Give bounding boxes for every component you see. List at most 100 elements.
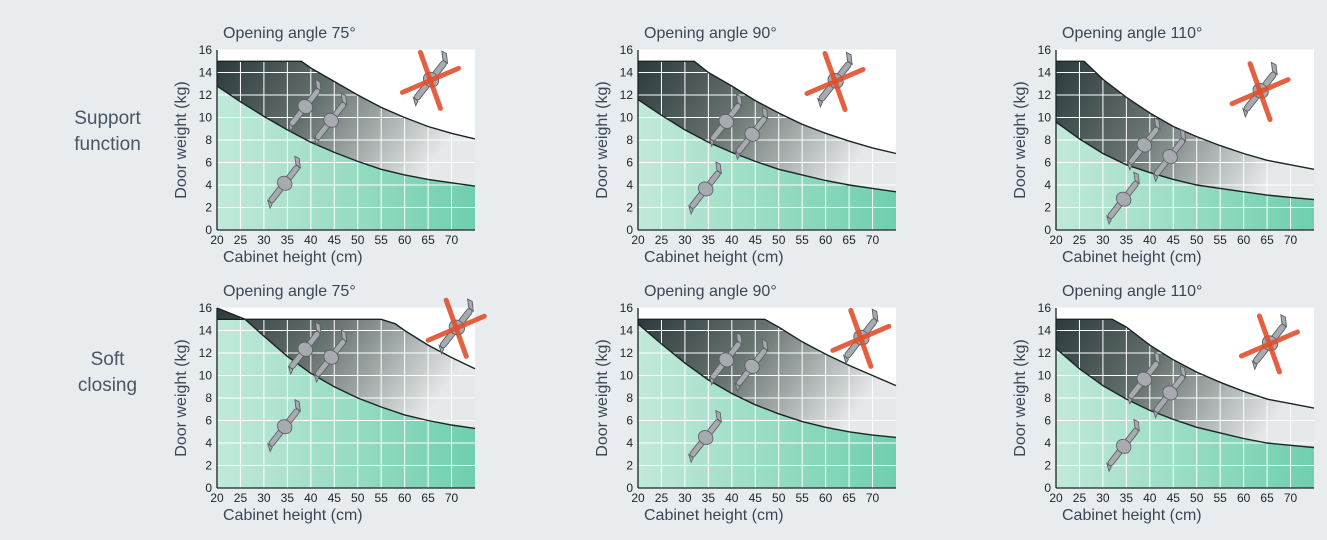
- y-tick-label: 6: [1044, 414, 1051, 428]
- chart-panel: 20 25 30 35 40 45 50 55 60 65 70 0 2 4 6 8 10 12 14 16 Openi…: [594, 283, 897, 524]
- hinge-cup: [744, 126, 760, 142]
- hinge-icon: [287, 321, 322, 376]
- hinge-cup: [718, 352, 734, 368]
- y-tick-label: 2: [626, 201, 633, 215]
- x-tick-label: 20: [1049, 491, 1063, 505]
- x-tick-label: 55: [1214, 233, 1228, 247]
- hinge-cup: [1136, 371, 1152, 387]
- hinge-tail: [1126, 160, 1133, 171]
- y-tick-label: 8: [205, 133, 212, 147]
- upper-boundary-line: [1056, 318, 1315, 409]
- y-tick-label: 0: [626, 223, 633, 237]
- hinge-tail: [688, 453, 694, 464]
- hinge-tip: [736, 332, 743, 346]
- x-tick-label: 50: [351, 233, 365, 247]
- hinge-tip: [340, 329, 348, 343]
- y-tick-label: 10: [620, 369, 634, 383]
- y-tick-label: 0: [626, 481, 633, 495]
- y-tick-label: 0: [1044, 481, 1051, 495]
- x-tick-label: 30: [257, 233, 271, 247]
- x-tick-label: 60: [1237, 233, 1251, 247]
- y-tick-label: 2: [205, 201, 212, 215]
- hinge-tail: [734, 150, 741, 161]
- cross-stroke: [822, 51, 848, 112]
- crossed-hinge-icon: [1229, 61, 1291, 123]
- lower-boundary-line: [216, 85, 476, 187]
- hinge-icon: [1126, 351, 1161, 406]
- hinge-tail: [708, 137, 715, 148]
- x-tick-label: 45: [749, 491, 763, 505]
- x-axis-label: Cabinet height (cm): [223, 507, 363, 524]
- chart-title: Opening angle 110°: [1062, 283, 1202, 300]
- y-tick-label: 4: [626, 178, 633, 192]
- y-axis-label: Door weight (kg): [173, 81, 190, 198]
- chart-title: Opening angle 90°: [644, 25, 777, 42]
- y-tick-label: 14: [620, 324, 634, 338]
- hinge-cup: [323, 349, 339, 365]
- x-tick-label: 70: [445, 491, 459, 505]
- hinge-tip: [845, 51, 853, 66]
- green-zone: [217, 86, 475, 230]
- x-tick-label: 20: [210, 491, 224, 505]
- y-tick-label: 14: [199, 324, 213, 338]
- y-tick-label: 8: [626, 391, 633, 405]
- hinge-cup: [1115, 191, 1132, 207]
- hinge-tip: [1270, 61, 1278, 76]
- chart-panel: 20 25 30 35 40 45 50 55 60 65 70 0 2 4 6 8 10 12 14 16 Openi…: [594, 25, 897, 266]
- x-tick-label: 20: [1049, 233, 1063, 247]
- hinge-tail: [688, 204, 694, 215]
- chart-panel: 20 25 30 35 40 45 50 55 60 65 70 0 2 4 6 8 10 12 14 16 Openi…: [1012, 25, 1315, 266]
- x-axis-label: Cabinet height (cm): [644, 507, 784, 524]
- y-tick-label: 14: [1038, 324, 1052, 338]
- upper-boundary-line: [216, 307, 476, 370]
- y-tick-label: 4: [1044, 178, 1051, 192]
- hinge-tail: [267, 442, 273, 453]
- hinge-icon: [708, 93, 743, 148]
- x-tick-label: 65: [1260, 233, 1274, 247]
- x-tick-label: 55: [375, 491, 389, 505]
- y-tick-label: 14: [199, 66, 213, 80]
- chart-title: Opening angle 90°: [644, 283, 777, 300]
- y-axis-label: Door weight (kg): [594, 81, 611, 198]
- chart-panel: 20 25 30 35 40 45 50 55 60 65 70 0 2 4 6 8 10 12 14 16 Openi…: [1012, 283, 1315, 524]
- hinge-tail: [1152, 408, 1159, 419]
- hinge-icon: [287, 78, 322, 133]
- y-tick-label: 4: [626, 436, 633, 450]
- hinge-cup: [276, 419, 293, 435]
- hinge-tip: [736, 93, 743, 107]
- y-tick-label: 4: [205, 436, 212, 450]
- chart-title: Opening angle 75°: [223, 283, 356, 300]
- row-label-support-function: Support function: [60, 106, 155, 158]
- hinge-icon: [1106, 171, 1140, 226]
- x-tick-label: 40: [304, 491, 318, 505]
- row-label-line: Support: [74, 108, 141, 129]
- hinge-tip: [1179, 365, 1187, 379]
- y-tick-label: 6: [626, 414, 633, 428]
- hinge-tip: [1133, 171, 1140, 185]
- lower-boundary-line: [217, 318, 476, 430]
- x-tick-label: 50: [1190, 233, 1204, 247]
- hinge-tail: [734, 382, 741, 393]
- y-tick-label: 16: [1038, 43, 1052, 57]
- cross-stroke: [443, 297, 469, 359]
- y-tick-label: 12: [1038, 346, 1052, 360]
- hinge-icon: [1126, 117, 1161, 171]
- y-tick-label: 8: [626, 133, 633, 147]
- x-tick-label: 70: [866, 491, 880, 505]
- hinge-tail: [708, 375, 715, 386]
- dark-zone: [638, 319, 896, 438]
- x-axis-label: Cabinet height (cm): [1062, 507, 1202, 524]
- y-tick-label: 16: [1038, 301, 1052, 315]
- hinge-icon: [1106, 418, 1140, 473]
- y-tick-label: 0: [205, 223, 212, 237]
- x-tick-label: 50: [1190, 491, 1204, 505]
- hinge-tip: [715, 161, 722, 175]
- y-tick-label: 2: [626, 459, 633, 473]
- y-axis-label: Door weight (kg): [1012, 81, 1029, 198]
- hinge-tip: [1280, 314, 1288, 328]
- crossed-hinge-icon: [399, 49, 461, 111]
- y-tick-label: 16: [199, 43, 213, 57]
- y-tick-label: 8: [1044, 391, 1051, 405]
- hinge-tail: [412, 96, 419, 107]
